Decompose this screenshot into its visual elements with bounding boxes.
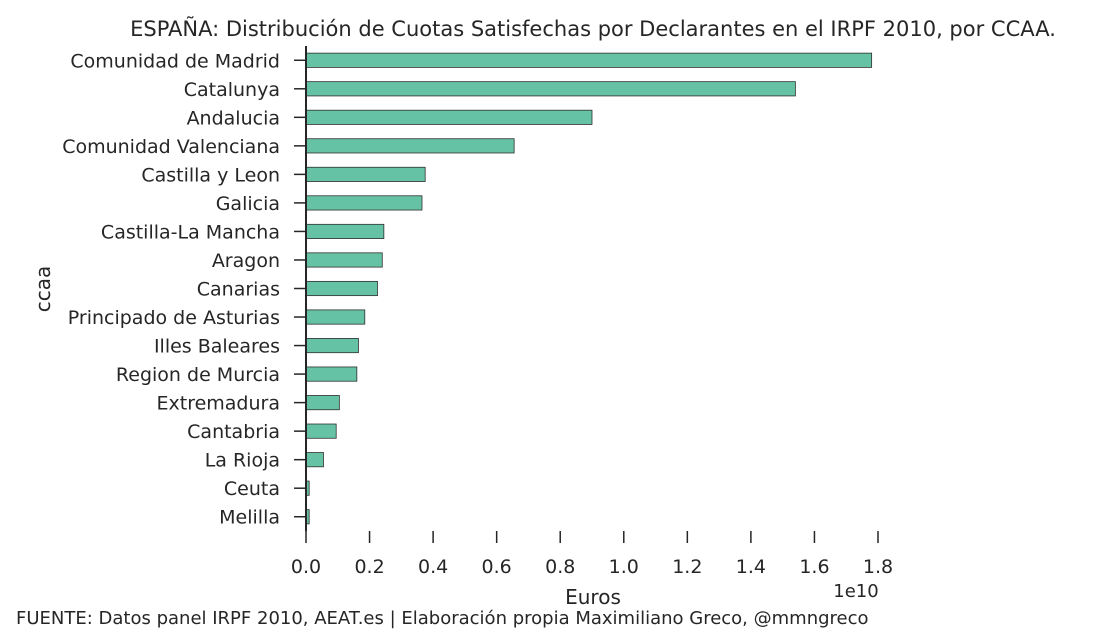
y-tick-label-14: La Rioja — [205, 450, 280, 472]
x-tick-label-9: 1.8 — [863, 556, 893, 578]
x-tick-label-4: 0.8 — [545, 556, 575, 578]
y-tick-label-13: Cantabria — [187, 421, 280, 443]
bar-12 — [305, 395, 340, 411]
x-axis-label: Euros — [565, 585, 621, 609]
y-tick-label-0: Comunidad de Madrid — [70, 50, 280, 72]
bar-3 — [305, 138, 515, 154]
bar-10 — [305, 338, 359, 354]
x-tick-label-7: 1.4 — [736, 556, 766, 578]
y-tick-label-8: Canarias — [197, 279, 280, 301]
y-tick-label-1: Catalunya — [184, 79, 280, 101]
y-tick-label-15: Ceuta — [224, 478, 280, 500]
y-tick-label-9: Principado de Asturias — [68, 307, 280, 329]
x-tick-label-8: 1.6 — [799, 556, 829, 578]
y-tick-label-10: Illes Baleares — [154, 336, 280, 358]
chart-title: ESPAÑA: Distribución de Cuotas Satisfech… — [130, 15, 1056, 41]
bars-group — [305, 52, 873, 525]
x-axis-scale-label: 1e10 — [833, 581, 878, 602]
y-tick-label-2: Andalucia — [187, 107, 280, 129]
source-note: FUENTE: Datos panel IRPF 2010, AEAT.es |… — [16, 608, 869, 629]
bar-2 — [305, 109, 593, 125]
y-axis-label: ccaa — [31, 266, 55, 313]
bar-0 — [305, 52, 873, 68]
bar-8 — [305, 280, 378, 297]
x-tick-label-5: 1.0 — [609, 556, 639, 578]
y-tick-label-5: Galicia — [216, 193, 280, 215]
x-tick-label-3: 0.6 — [482, 556, 512, 578]
x-tick-label-0: 0.0 — [291, 556, 321, 578]
y-axis: Comunidad de Madrid Catalunya Andalucia Com… — [62, 46, 307, 531]
bar-5 — [305, 195, 423, 211]
x-axis: 0.0 0.2 0.4 0.6 0.8 1.0 1.2 1.4 1.6 1.8 — [291, 531, 893, 578]
x-tick-label-6: 1.2 — [672, 556, 702, 578]
x-tick-label-1: 0.2 — [354, 556, 384, 578]
bar-1 — [305, 81, 796, 97]
y-tick-label-3: Comunidad Valenciana — [62, 136, 280, 158]
y-tick-label-6: Castilla-La Mancha — [101, 221, 280, 243]
bar-7 — [305, 252, 383, 268]
y-tick-label-7: Aragon — [212, 250, 280, 272]
y-tick-label-11: Region de Murcia — [116, 364, 280, 386]
bar-13 — [305, 423, 337, 439]
bar-4 — [305, 166, 426, 182]
y-tick-label-12: Extremadura — [157, 393, 281, 415]
bar-14 — [305, 452, 324, 468]
bar-9 — [305, 309, 366, 325]
bar-6 — [305, 223, 385, 239]
x-tick-label-2: 0.4 — [418, 556, 448, 578]
bar-11 — [305, 366, 358, 382]
y-tick-label-16: Melilla — [219, 507, 280, 529]
y-tick-label-4: Castilla y Leon — [141, 164, 280, 186]
